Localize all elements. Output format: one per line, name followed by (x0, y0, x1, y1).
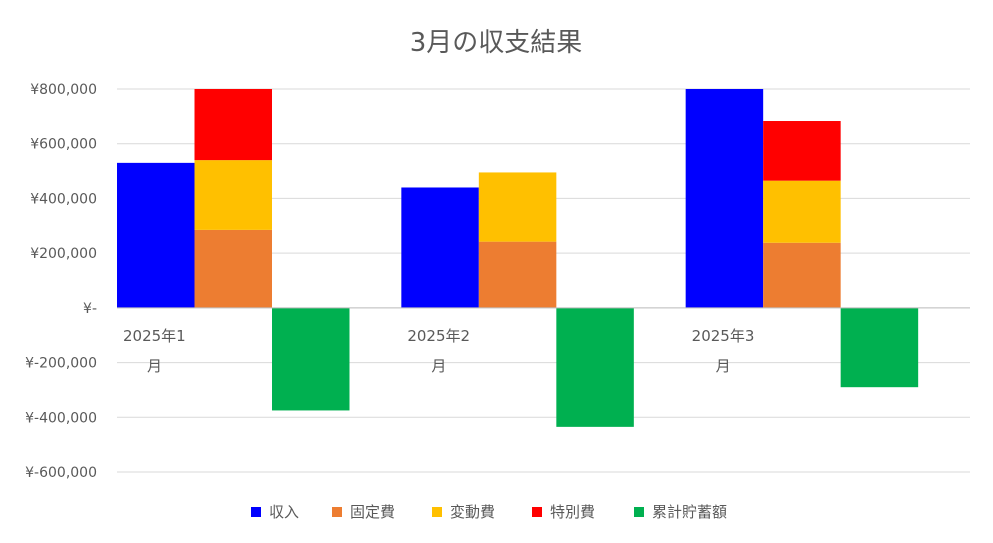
category-label-line1: 2025年1 (123, 327, 186, 345)
bar-固定費-3 (763, 242, 841, 308)
bar-特別費-1 (194, 89, 272, 161)
legend-label: 収入 (269, 503, 299, 521)
legend-swatch (634, 507, 644, 517)
y-tick-label: ¥600,000 (30, 137, 97, 153)
category-label-line1: 2025年3 (692, 327, 755, 345)
y-tick-label: ¥200,000 (30, 246, 97, 262)
chart-title: 3月の収支結果 (410, 28, 583, 58)
legend-swatch (251, 507, 261, 517)
legend-label: 累計貯蓄額 (652, 503, 727, 521)
bar-変動費-3 (763, 180, 841, 243)
legend-swatch (332, 507, 342, 517)
y-tick-label: ¥-600,000 (25, 465, 97, 481)
bar-特別費-3 (763, 121, 841, 181)
bar-累計貯蓄額-2 (556, 307, 634, 427)
bar-固定費-2 (478, 241, 557, 308)
y-tick-label: ¥- (83, 301, 97, 317)
y-tick-label: ¥-200,000 (25, 356, 97, 372)
bar-収入-2 (401, 187, 479, 308)
category-label-line2: 月 (431, 357, 446, 375)
bar-累計貯蓄額-3 (840, 307, 919, 388)
category-label-line2: 月 (147, 357, 162, 375)
legend: 収入 固定費 変動費 特別費 累計貯蓄額 (251, 503, 727, 521)
y-tick-label: ¥-400,000 (25, 410, 97, 426)
bars (117, 89, 919, 427)
bar-変動費-2 (478, 172, 557, 242)
x-axis: 2025年1 月 2025年2 月 2025年3 月 (117, 307, 970, 375)
legend-label: 特別費 (550, 503, 595, 521)
legend-swatch (432, 507, 442, 517)
category-label-line2: 月 (716, 357, 731, 375)
bar-累計貯蓄額-1 (272, 307, 350, 411)
y-tick-label: ¥400,000 (30, 191, 97, 207)
y-tick-label: ¥800,000 (30, 82, 97, 98)
y-axis: ¥800,000 ¥600,000 ¥400,000 ¥200,000 ¥- ¥-200,… (25, 82, 97, 481)
bar-固定費-1 (194, 229, 272, 308)
category-label-line1: 2025年2 (407, 327, 470, 345)
legend-label: 変動費 (450, 503, 495, 521)
legend-label: 固定費 (350, 503, 395, 521)
legend-swatch (532, 507, 542, 517)
bar-収入-3 (685, 89, 764, 308)
bar-変動費-1 (194, 160, 272, 230)
bar-収入-1 (117, 162, 195, 308)
